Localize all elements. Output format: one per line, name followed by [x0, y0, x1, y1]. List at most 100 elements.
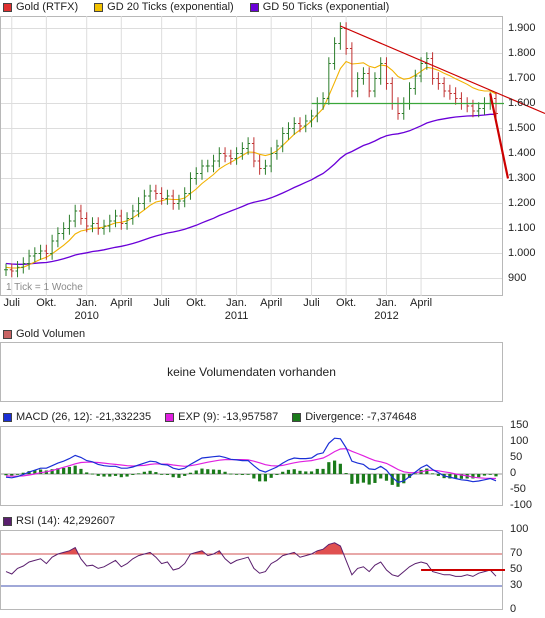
- time-tick-label: Juli: [303, 297, 320, 309]
- macd-tick-label: 50: [510, 451, 523, 463]
- divergence-bar: [183, 474, 187, 476]
- divergence-bar: [332, 460, 337, 474]
- divergence-bar: [338, 463, 342, 474]
- divergence-bar: [73, 465, 77, 474]
- divergence-bar: [344, 473, 348, 474]
- divergence-bar: [33, 470, 37, 474]
- legend-swatch-divergence: [292, 412, 302, 422]
- divergence-bar: [108, 474, 112, 477]
- price-chart: [1, 16, 545, 296]
- divergence-bar: [38, 469, 43, 474]
- legend-label-rsi: RSI (14): 42,292607: [16, 515, 116, 527]
- divergence-bar: [373, 474, 377, 483]
- divergence-bar: [471, 474, 475, 479]
- divergence-bar: [211, 469, 216, 474]
- divergence-bar: [4, 474, 8, 476]
- divergence-bar: [188, 472, 193, 474]
- year-label: 2010: [74, 310, 99, 322]
- divergence-bar: [160, 474, 164, 475]
- divergence-bar: [177, 474, 181, 478]
- divergence-bar: [217, 469, 221, 474]
- divergence-bar: [315, 468, 319, 474]
- rsi-overbought-area: [314, 542, 344, 554]
- divergence-bar: [246, 474, 250, 475]
- divergence-bar: [90, 473, 95, 475]
- year-label: 2011: [224, 310, 249, 322]
- legend-price: Gold (RTFX) GD 20 Ticks (exponential) GD…: [3, 0, 389, 14]
- price-tick-label: 1.200: [508, 196, 536, 209]
- divergence-bar: [327, 462, 331, 474]
- price-tick-label: 1.300: [508, 171, 536, 184]
- divergence-bar: [390, 474, 394, 485]
- rsi-tick-label: 70: [510, 547, 523, 559]
- divergence-bar: [142, 471, 146, 474]
- price-tick-label: 1.000: [508, 246, 536, 259]
- tick-watermark: 1 Tick = 1 Woche: [6, 282, 83, 293]
- divergence-bar: [258, 474, 262, 482]
- divergence-bar: [448, 474, 452, 479]
- divergence-bar: [402, 474, 406, 484]
- divergence-bar: [482, 474, 487, 476]
- legend-rsi: RSI (14): 42,292607: [3, 514, 115, 528]
- legend-label-gd50: GD 50 Ticks (exponential): [262, 1, 390, 13]
- divergence-bar: [10, 474, 14, 476]
- divergence-bar: [298, 470, 302, 474]
- time-tick-label: Juli: [153, 297, 170, 309]
- divergence-bar: [200, 468, 204, 474]
- divergence-bar: [119, 474, 123, 478]
- macd-line: [5, 437, 497, 483]
- legend-label-divergence: Divergence: -7,374648: [305, 411, 417, 423]
- price-tick-label: 1.700: [508, 71, 536, 84]
- divergence-bar: [62, 467, 66, 474]
- divergence-bar: [309, 471, 314, 474]
- legend-swatch-exp: [165, 412, 175, 422]
- divergence-bar: [436, 474, 440, 476]
- time-tick-label: Jan.: [226, 297, 247, 309]
- rsi-tick-label: 50: [510, 563, 523, 575]
- divergence-bar: [50, 469, 54, 474]
- divergence-bar: [286, 469, 291, 474]
- legend-swatch-macd: [3, 412, 12, 422]
- price-panel: [0, 16, 503, 296]
- legend-label-macd: MACD (26, 12): -21,332235: [16, 411, 152, 423]
- rsi-panel: [0, 530, 503, 610]
- divergence-bar: [459, 474, 464, 479]
- rsi-overbought-area: [193, 550, 205, 554]
- resistance-trendline: [340, 25, 545, 115]
- divergence-bar: [304, 471, 308, 474]
- time-tick-label: Jan.: [76, 297, 98, 309]
- legend-label-volume: Gold Volumen: [16, 328, 86, 340]
- divergence-bar: [413, 473, 417, 475]
- year-label: 2012: [374, 310, 399, 322]
- legend-macd: MACD (26, 12): -21,332235 EXP (9): -13,9…: [3, 410, 417, 424]
- macd-tick-label: 100: [510, 435, 529, 447]
- macd-tick-label: -50: [510, 483, 526, 495]
- price-tick-label: 900: [508, 271, 527, 284]
- time-tick-label: April: [410, 297, 433, 309]
- divergence-bar: [79, 468, 83, 474]
- divergence-bar: [229, 473, 233, 475]
- divergence-bar: [430, 473, 435, 475]
- divergence-bar: [102, 474, 106, 477]
- price-tick-label: 1.400: [508, 146, 536, 159]
- divergence-bar: [171, 474, 175, 478]
- time-tick-label: Okt.: [36, 297, 57, 309]
- time-tick-label: Okt.: [186, 297, 207, 309]
- legend-swatch-rsi: [3, 516, 12, 526]
- macd-tick-label: 150: [510, 419, 529, 431]
- price-tick-label: 1.900: [508, 21, 536, 34]
- divergence-bar: [194, 470, 198, 474]
- divergence-bar: [269, 474, 273, 478]
- macd-panel: [0, 426, 503, 506]
- divergence-bar: [125, 474, 129, 477]
- divergence-bar: [396, 474, 400, 487]
- legend-label-gd20: GD 20 Ticks (exponential): [107, 1, 234, 13]
- legend-swatch-gd20: [94, 2, 104, 12]
- price-tick-label: 1.500: [508, 121, 536, 134]
- volume-empty-message: keine Volumendaten vorhanden: [167, 365, 336, 379]
- divergence-bar: [275, 474, 279, 475]
- divergence-bar: [148, 470, 152, 474]
- time-tick-label: April: [260, 297, 283, 309]
